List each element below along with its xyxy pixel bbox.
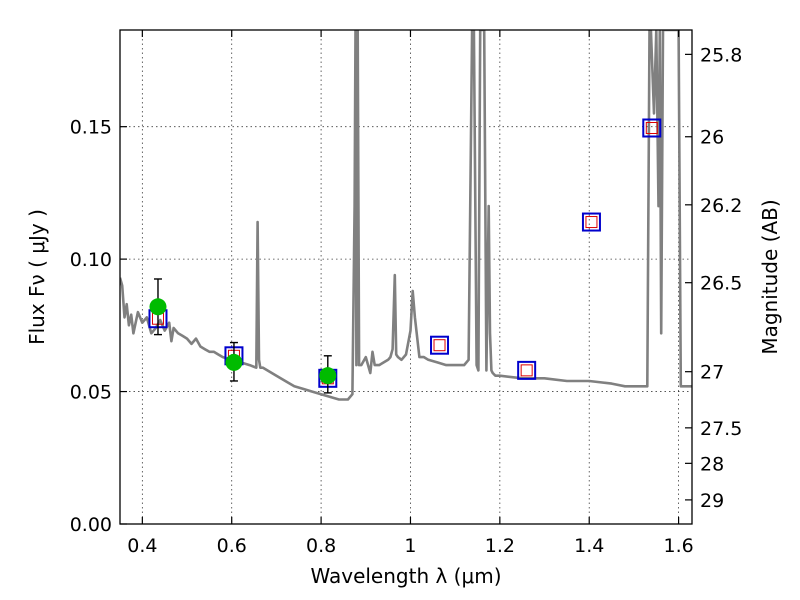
y-tick-label: 0.00	[70, 514, 112, 536]
y-axis-label: Flux Fν ( μJy )	[25, 209, 49, 345]
model-box	[642, 118, 662, 138]
sed-spectrum	[120, 30, 692, 401]
model-inner-box	[520, 364, 533, 377]
model-box	[517, 360, 537, 380]
x-tick-label: 1.2	[485, 535, 515, 557]
right-tick-label: 26	[700, 127, 724, 149]
x-tick-label: 1.4	[574, 535, 604, 557]
x-tick-label: 0.8	[306, 535, 336, 557]
right-tick-label: 29	[700, 490, 724, 512]
y-tick-label: 0.10	[70, 249, 112, 271]
plot-frame	[119, 29, 693, 525]
model-points	[148, 118, 662, 388]
x-tick-label: 1.6	[663, 535, 693, 557]
observed-points	[149, 278, 337, 394]
x-tick-label: 0.4	[127, 535, 157, 557]
model-box	[430, 335, 450, 355]
observed-point	[225, 353, 243, 371]
model-inner-box	[433, 339, 446, 352]
right-tick-label: 25.8	[700, 44, 742, 66]
sed-line	[120, 30, 692, 401]
right-tick-label: 27.5	[700, 418, 742, 440]
right-tick-label: 28	[700, 453, 724, 475]
right-tick-label: 26.2	[700, 195, 742, 217]
x-axis-label: Wavelength λ (μm)	[310, 564, 501, 588]
y-axis-right-label: Magnitude (AB)	[758, 199, 782, 354]
model-inner-box	[585, 216, 598, 229]
axis-ticks: 0.4 0.6 0.8 1 1.2 1.4 1.6 0.00 0.05 0.10 0.15 25.8 2…	[70, 30, 742, 557]
x-tick-label: 0.6	[217, 535, 247, 557]
right-tick-label: 26.5	[700, 273, 742, 295]
y-tick-label: 0.05	[70, 382, 112, 404]
model-box	[581, 212, 601, 232]
model-inner-box	[645, 122, 658, 135]
grid-lines	[120, 30, 692, 524]
observed-point	[319, 367, 337, 385]
observed-point	[149, 298, 167, 316]
y-tick-label: 0.15	[70, 117, 112, 139]
right-tick-label: 27	[700, 362, 724, 384]
x-tick-label: 1	[404, 535, 416, 557]
